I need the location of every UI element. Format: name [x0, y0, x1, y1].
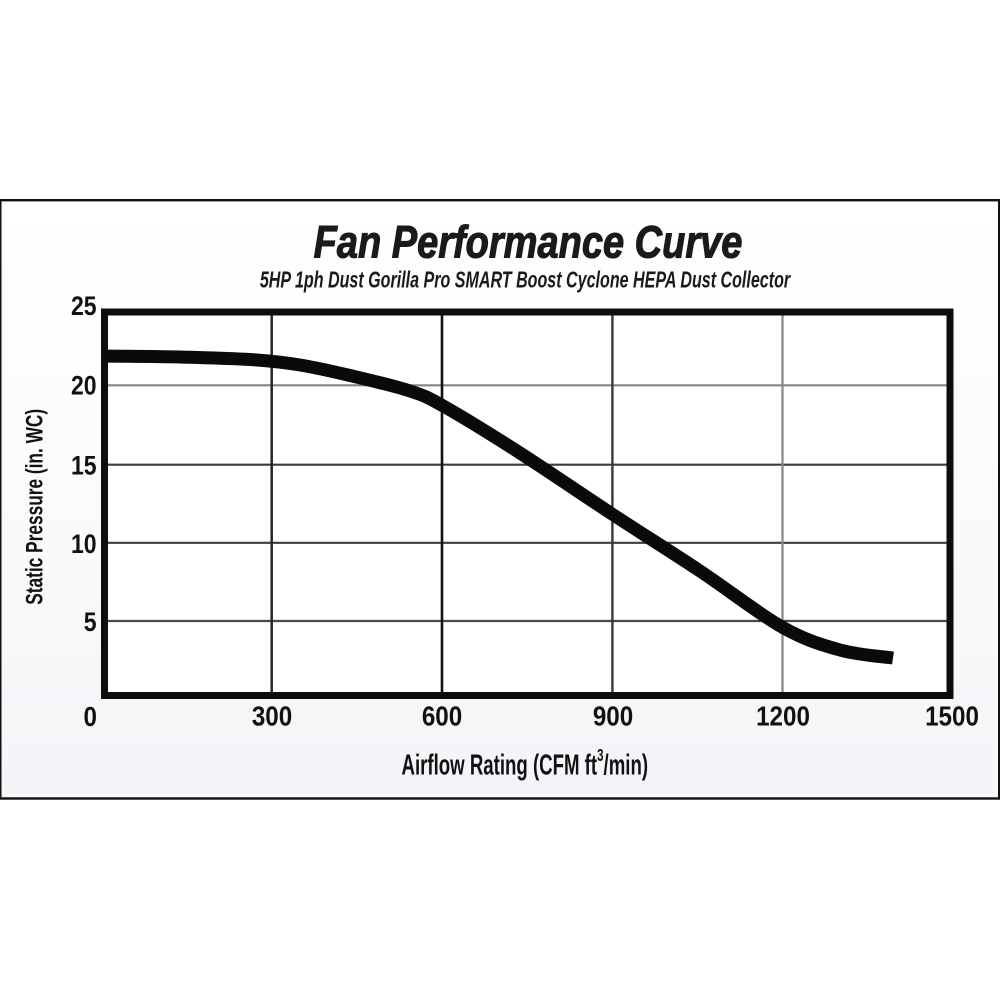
svg-text:300: 300	[252, 702, 292, 732]
svg-text:25: 25	[71, 291, 97, 321]
svg-text:10: 10	[71, 529, 97, 559]
svg-text:Fan Performance Curve: Fan Performance Curve	[314, 216, 743, 267]
svg-text:5: 5	[84, 607, 97, 637]
svg-text:20: 20	[71, 371, 97, 401]
svg-text:1500: 1500	[925, 702, 979, 732]
svg-text:600: 600	[422, 702, 462, 732]
svg-text:5HP 1ph Dust Gorilla Pro SMART: 5HP 1ph Dust Gorilla Pro SMART Boost Cyc…	[260, 268, 791, 294]
svg-text:0: 0	[83, 703, 96, 733]
svg-text:15: 15	[71, 451, 97, 481]
svg-text:900: 900	[593, 702, 633, 732]
svg-text:Static Pressure (in. WC): Static Pressure (in. WC)	[22, 409, 48, 605]
svg-text:1200: 1200	[756, 702, 810, 732]
svg-text:Airflow Rating (CFM ft3/min): Airflow Rating (CFM ft3/min)	[402, 746, 649, 782]
